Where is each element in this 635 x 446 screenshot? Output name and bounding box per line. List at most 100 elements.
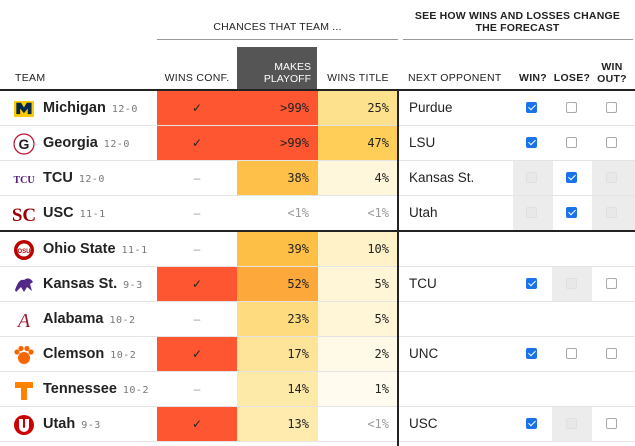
- header-bottom-rule: [0, 89, 635, 91]
- next-opponent-cell: [409, 232, 509, 266]
- svg-text:SC: SC: [13, 205, 35, 225]
- chances-header: CHANCES THAT TEAM ...: [213, 21, 342, 33]
- michigan-logo-icon: [14, 101, 34, 117]
- win-checkbox[interactable]: [526, 348, 537, 359]
- table-row: Utah 9-3 ✓ 13% <1% USC: [0, 407, 635, 442]
- makes-playoff-cell: 13%: [237, 407, 318, 441]
- next-opponent-cell: [409, 372, 509, 406]
- row-divider: [0, 336, 635, 337]
- wins-conf-cell: ✓: [157, 91, 237, 125]
- makes-playoff-cell: <1%: [237, 196, 318, 230]
- table-row: G Georgia 12-0 ✓ >99% 47% LSU: [0, 126, 635, 161]
- svg-text:TCU: TCU: [13, 175, 34, 186]
- makes-playoff-cell: 14%: [237, 372, 318, 406]
- team-record: 9-3: [81, 420, 101, 431]
- win-out-checkbox[interactable]: [606, 102, 617, 113]
- kansas-state-logo-icon: [15, 278, 33, 292]
- win-out-checkbox[interactable]: [606, 348, 617, 359]
- team-record: 10-2: [109, 315, 136, 326]
- wins-title-cell: 4%: [318, 161, 398, 195]
- wins-conf-cell: ✓: [157, 407, 237, 441]
- table-row: Kansas St. 9-3 ✓ 52% 5% TCU: [0, 267, 635, 302]
- row-divider: [0, 406, 635, 407]
- team-record: 9-3: [123, 280, 143, 291]
- win-out-checkbox[interactable]: [606, 278, 617, 289]
- team-name: Alabama 10-2: [43, 311, 136, 327]
- team-record: 11-1: [79, 209, 106, 220]
- team-name: Kansas St. 9-3: [43, 276, 143, 292]
- win-checkbox[interactable]: [526, 278, 537, 289]
- win-checkbox[interactable]: [526, 102, 537, 113]
- wins-conf-cell: –: [157, 196, 237, 230]
- wins-conf-cell: ✓: [157, 267, 237, 301]
- georgia-logo-icon: G: [13, 133, 35, 155]
- win-col-header: WIN?: [518, 72, 548, 84]
- lose-checkbox[interactable]: [566, 137, 577, 148]
- wins-conf-cell: ✓: [157, 337, 237, 371]
- team-record: 11-1: [121, 245, 148, 256]
- lose-checkbox: [566, 418, 577, 429]
- lose-col-header: LOSE?: [553, 72, 591, 84]
- row-divider: [0, 371, 635, 372]
- forecast-header: SEE HOW WINS AND LOSSES CHANGE THE FOREC…: [414, 10, 621, 34]
- clemson-logo-icon: [14, 345, 34, 364]
- win-checkbox: [526, 207, 537, 218]
- team-name: Utah 9-3: [43, 416, 101, 432]
- makes-playoff-cell: 38%: [237, 161, 318, 195]
- lose-checkbox[interactable]: [566, 172, 577, 183]
- lose-checkbox[interactable]: [566, 348, 577, 359]
- win-out-checkbox[interactable]: [606, 418, 617, 429]
- team-name: Tennessee 10-2: [43, 381, 149, 397]
- team-record: 10-2: [110, 350, 137, 361]
- table-row: Michigan 12-0 ✓ >99% 25% Purdue: [0, 91, 635, 126]
- makes-playoff-cell: >99%: [237, 126, 318, 160]
- makes-playoff-cell: 52%: [237, 267, 318, 301]
- table-row: TCU TCU 12-0 – 38% 4% Kansas St.: [0, 161, 635, 196]
- team-record: 12-0: [111, 104, 138, 115]
- wins-conf-col-header: WINS CONF.: [164, 72, 230, 84]
- playoff-cutline: [0, 230, 635, 232]
- makes-playoff-cell: 39%: [237, 232, 318, 266]
- next-opponent-cell: Utah: [409, 205, 438, 220]
- next-opponent-col-header: NEXT OPPONENT: [408, 72, 502, 84]
- wins-title-col-header: WINS TITLE: [327, 72, 389, 84]
- table-row: Clemson 10-2 ✓ 17% 2% UNC: [0, 337, 635, 372]
- team-name: Michigan 12-0: [43, 100, 138, 116]
- wins-title-cell: 2%: [318, 337, 398, 371]
- row-divider: [0, 441, 635, 442]
- makes-playoff-col-header: MAKES PLAYOFF: [237, 47, 317, 89]
- tennessee-logo-icon: [15, 382, 33, 400]
- win-checkbox[interactable]: [526, 137, 537, 148]
- team-record: 10-2: [122, 385, 149, 396]
- row-divider: [0, 266, 635, 267]
- wins-conf-cell: –: [157, 232, 237, 266]
- table-row: A Alabama 10-2 – 23% 5%: [0, 302, 635, 337]
- lose-checkbox[interactable]: [566, 102, 577, 113]
- next-opponent-cell: Purdue: [409, 100, 453, 115]
- team-name: TCU 12-0: [43, 170, 105, 186]
- makes-playoff-cell: 17%: [237, 337, 318, 371]
- row-divider: [0, 195, 635, 196]
- tcu-logo-icon: TCU: [13, 175, 34, 186]
- wins-conf-cell: –: [157, 372, 237, 406]
- alabama-logo-icon: A: [16, 310, 31, 331]
- ohio-state-logo-icon: OSU: [14, 240, 34, 260]
- lose-checkbox: [566, 278, 577, 289]
- wins-conf-cell: –: [157, 161, 237, 195]
- wins-conf-cell: –: [157, 302, 237, 336]
- svg-text:A: A: [16, 310, 31, 331]
- lose-checkbox[interactable]: [566, 207, 577, 218]
- team-record: 12-0: [103, 139, 130, 150]
- next-opponent-cell: UNC: [409, 346, 439, 361]
- team-col-header: TEAM: [15, 72, 46, 84]
- wins-title-cell: 25%: [318, 91, 398, 125]
- next-opponent-cell: LSU: [409, 135, 436, 150]
- wins-title-cell: 10%: [318, 232, 398, 266]
- wins-conf-cell: ✓: [157, 126, 237, 160]
- next-opponent-cell: TCU: [409, 276, 437, 291]
- win-out-checkbox[interactable]: [606, 137, 617, 148]
- row-divider: [0, 160, 635, 161]
- utah-logo-icon: [14, 415, 34, 435]
- table-row: OSU Ohio State 11-1 – 39% 10%: [0, 232, 635, 267]
- win-checkbox[interactable]: [526, 418, 537, 429]
